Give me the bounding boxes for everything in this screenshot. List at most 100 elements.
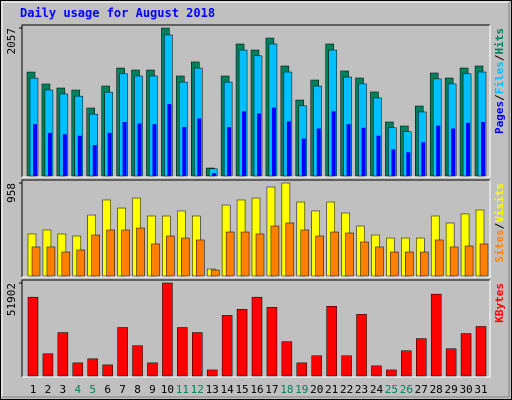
bar bbox=[92, 145, 97, 176]
bar bbox=[87, 358, 98, 377]
bar bbox=[240, 231, 250, 277]
bar bbox=[57, 332, 69, 377]
bar bbox=[255, 233, 265, 277]
legend-entry: Pages bbox=[493, 101, 506, 134]
bar bbox=[420, 251, 429, 277]
legend-separator: / bbox=[493, 222, 506, 229]
bar bbox=[42, 353, 54, 377]
bar bbox=[117, 327, 128, 377]
bar bbox=[300, 229, 310, 277]
bar bbox=[137, 123, 142, 176]
bar bbox=[416, 338, 427, 377]
bar bbox=[345, 232, 354, 277]
bar bbox=[227, 127, 232, 176]
legend-separator: / bbox=[493, 94, 506, 101]
bar bbox=[251, 296, 263, 377]
bar bbox=[91, 234, 100, 277]
bar bbox=[376, 135, 381, 176]
bar bbox=[132, 345, 143, 377]
bar bbox=[212, 173, 217, 176]
x-tick-label: 5 bbox=[89, 383, 96, 396]
bar bbox=[356, 314, 367, 377]
x-tick-label: 3 bbox=[60, 383, 67, 396]
panel-bevel bbox=[21, 24, 490, 177]
bar bbox=[106, 229, 115, 277]
x-tick-label: 6 bbox=[104, 383, 111, 396]
legend: KBytes bbox=[493, 283, 506, 323]
bar bbox=[162, 282, 173, 377]
x-tick-label: 22 bbox=[340, 383, 353, 396]
bar bbox=[121, 229, 130, 277]
x-tick-label: 7 bbox=[119, 383, 126, 396]
bar bbox=[72, 362, 84, 377]
x-tick-label: 21 bbox=[325, 383, 338, 396]
bar bbox=[33, 124, 37, 176]
y-tick-label: 958 bbox=[5, 183, 18, 203]
bar bbox=[434, 239, 444, 277]
bar bbox=[196, 239, 205, 277]
x-tick-label: 11 bbox=[176, 383, 189, 396]
legend-entry: Sites bbox=[493, 229, 506, 262]
panel-bevel bbox=[21, 279, 490, 377]
x-tick-label: 8 bbox=[134, 383, 141, 396]
x-tick-label: 25 bbox=[385, 383, 398, 396]
bar bbox=[296, 362, 308, 377]
bar bbox=[236, 309, 248, 377]
bar bbox=[341, 355, 352, 377]
bar bbox=[331, 111, 336, 176]
x-tick-label: 16 bbox=[250, 383, 263, 396]
bar bbox=[122, 122, 127, 176]
bar bbox=[46, 246, 56, 277]
y-tick-label: 51902 bbox=[5, 283, 18, 316]
bar bbox=[281, 341, 293, 377]
panel-bevel bbox=[21, 179, 490, 277]
bar bbox=[152, 124, 157, 176]
bar bbox=[301, 138, 306, 176]
bar bbox=[460, 333, 472, 377]
panel-bevel bbox=[22, 180, 491, 278]
bar bbox=[475, 326, 487, 377]
bar bbox=[76, 249, 86, 277]
bar bbox=[286, 121, 291, 176]
bar bbox=[360, 241, 369, 277]
bar bbox=[406, 152, 411, 176]
x-tick-label: 15 bbox=[235, 383, 248, 396]
bar bbox=[421, 142, 426, 176]
legend-entry: Visits bbox=[493, 183, 506, 223]
x-tick-label: 26 bbox=[400, 383, 413, 396]
bar bbox=[177, 327, 188, 377]
bar bbox=[451, 128, 456, 176]
bar bbox=[391, 149, 396, 176]
x-tick-label: 20 bbox=[310, 383, 323, 396]
bar bbox=[430, 293, 442, 377]
bar bbox=[285, 222, 295, 277]
bar bbox=[271, 107, 276, 176]
bar bbox=[107, 132, 112, 176]
bar bbox=[445, 348, 457, 377]
x-tick-label: 10 bbox=[161, 383, 174, 396]
bar bbox=[166, 235, 175, 277]
legend-separator: / bbox=[493, 54, 506, 61]
x-tick-label: 12 bbox=[191, 383, 204, 396]
bar bbox=[225, 231, 235, 277]
bar bbox=[386, 369, 397, 377]
bar bbox=[151, 243, 160, 277]
panel-bevel bbox=[22, 280, 491, 378]
bar bbox=[167, 104, 172, 176]
bar bbox=[479, 243, 489, 277]
x-tick-label: 31 bbox=[474, 383, 487, 396]
x-tick-label: 24 bbox=[370, 383, 384, 396]
bar bbox=[206, 369, 218, 377]
bar bbox=[315, 235, 324, 277]
x-tick-label: 30 bbox=[459, 383, 472, 396]
bar bbox=[266, 307, 278, 377]
bar bbox=[61, 251, 71, 277]
bar bbox=[77, 135, 82, 176]
bar bbox=[181, 237, 190, 277]
bar bbox=[401, 350, 412, 377]
bar bbox=[375, 246, 384, 277]
bar bbox=[371, 365, 382, 377]
